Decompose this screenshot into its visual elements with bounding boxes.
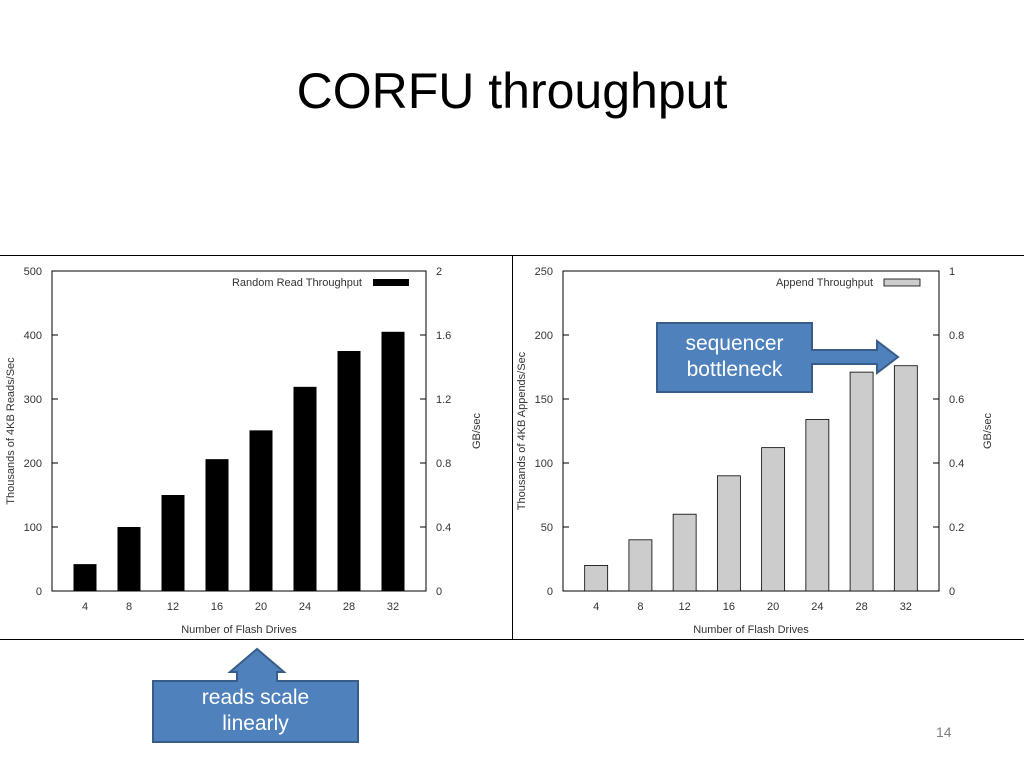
sequencer-callout-line1: sequencer <box>685 332 784 355</box>
append-y2tick-label: 0.6 <box>949 394 964 406</box>
read-y2tick-label: 0 <box>436 586 442 598</box>
read-ytick-label: 200 <box>24 458 42 470</box>
read-ytick-label: 0 <box>36 586 42 598</box>
read-y2axis-label: GB/sec <box>471 412 483 449</box>
append-xtick-label: 4 <box>593 601 599 613</box>
append-yaxis-label: Thousands of 4KB Appends/Sec <box>516 351 528 510</box>
read-y2tick-label: 0.8 <box>436 458 451 470</box>
append-ytick-label: 250 <box>535 266 553 278</box>
read-legend-swatch <box>373 279 409 286</box>
append-bar <box>893 365 918 592</box>
sequencer-callout: sequencer bottleneck <box>657 331 812 383</box>
append-legend-label: Append Throughput <box>776 277 873 289</box>
append-xtick-label: 16 <box>723 601 735 613</box>
page-number: 14 <box>936 724 952 740</box>
read-bar <box>337 351 361 591</box>
append-xtick-label: 20 <box>767 601 779 613</box>
read-xaxis-label: Number of Flash Drives <box>181 624 297 636</box>
append-bar <box>628 539 653 592</box>
reads-callout: reads scale linearly <box>153 685 358 737</box>
slide-title: CORFU throughput <box>296 63 728 119</box>
append-bar <box>805 419 830 592</box>
read-y2tick-label: 1.6 <box>436 330 451 342</box>
append-plot-frame <box>562 270 940 592</box>
reads-callout-arrow <box>152 647 359 743</box>
reads-callout-line2: linearly <box>222 712 289 735</box>
append-xtick-label: 8 <box>637 601 643 613</box>
read-xtick-label: 12 <box>167 601 179 613</box>
read-y2tick-label: 1.2 <box>436 394 451 406</box>
read-bar <box>293 386 317 591</box>
read-ytick-label: 300 <box>24 394 42 406</box>
append-ytick-label: 100 <box>535 458 553 470</box>
read-xtick-label: 24 <box>299 601 311 613</box>
read-bar <box>161 495 185 591</box>
append-bar <box>584 565 609 592</box>
read-xtick-label: 8 <box>126 601 132 613</box>
append-y2tick-label: 1 <box>949 266 955 278</box>
append-ytick-label: 150 <box>535 394 553 406</box>
read-bar <box>117 527 141 591</box>
append-bar <box>716 475 741 592</box>
append-y2tick-label: 0.4 <box>949 458 964 470</box>
sequencer-callout-line2: bottleneck <box>686 358 783 381</box>
append-y2tick-label: 0.8 <box>949 330 964 342</box>
read-ytick-label: 100 <box>24 522 42 534</box>
append-bar <box>761 447 786 592</box>
append-bar <box>672 513 697 592</box>
read-xtick-label: 32 <box>387 601 399 613</box>
append-xtick-label: 28 <box>855 601 867 613</box>
reads-callout-line1: reads scale <box>201 686 310 709</box>
read-xtick-label: 4 <box>82 601 88 613</box>
append-xtick-label: 32 <box>900 601 912 613</box>
append-y2tick-label: 0.2 <box>949 522 964 534</box>
read-bar <box>249 430 273 591</box>
append-ytick-label: 50 <box>541 522 553 534</box>
read-yaxis-label: Thousands of 4KB Reads/Sec <box>5 357 17 505</box>
append-xtick-label: 12 <box>679 601 691 613</box>
append-xaxis-label: Number of Flash Drives <box>693 624 809 636</box>
append-ytick-label: 0 <box>547 586 553 598</box>
read-xtick-label: 28 <box>343 601 355 613</box>
sequencer-callout-arrow <box>656 322 900 393</box>
append-legend-swatch <box>883 278 921 287</box>
append-y2tick-label: 0 <box>949 586 955 598</box>
read-y2tick-label: 0.4 <box>436 522 451 534</box>
append-throughput-chart: 0 50 100 150 200 250 0 0.2 0.4 0.6 0.8 1 4 8 12 16 20 24 2… <box>516 266 994 636</box>
read-plot-frame <box>51 270 427 592</box>
read-xtick-label: 20 <box>255 601 267 613</box>
read-xtick-label: 16 <box>211 601 223 613</box>
append-y2axis-label: GB/sec <box>982 412 994 449</box>
read-legend-label: Random Read Throughput <box>232 277 362 289</box>
read-ytick-label: 500 <box>24 266 42 278</box>
read-bar <box>205 459 229 591</box>
read-bar <box>73 564 97 591</box>
append-bar <box>849 371 874 592</box>
read-ytick-label: 400 <box>24 330 42 342</box>
append-xtick-label: 24 <box>811 601 823 613</box>
read-bar <box>381 331 405 591</box>
read-y2tick-label: 2 <box>436 266 442 278</box>
append-ytick-label: 200 <box>535 330 553 342</box>
